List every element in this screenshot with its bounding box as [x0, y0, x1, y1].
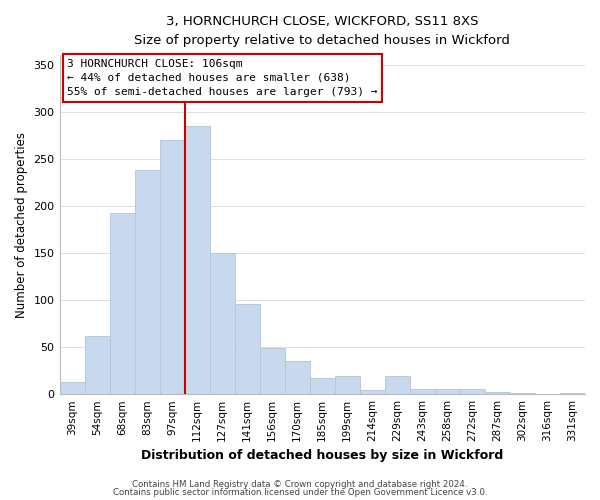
- Y-axis label: Number of detached properties: Number of detached properties: [15, 132, 28, 318]
- Text: 3 HORNCHURCH CLOSE: 106sqm
← 44% of detached houses are smaller (638)
55% of sem: 3 HORNCHURCH CLOSE: 106sqm ← 44% of deta…: [67, 58, 378, 98]
- Bar: [410, 390, 435, 394]
- Text: Contains HM Land Registry data © Crown copyright and database right 2024.: Contains HM Land Registry data © Crown c…: [132, 480, 468, 489]
- Bar: [485, 392, 510, 394]
- Bar: [110, 214, 134, 394]
- Bar: [435, 388, 460, 394]
- Bar: [59, 382, 85, 394]
- Bar: [510, 393, 535, 394]
- Bar: [134, 170, 160, 394]
- Bar: [260, 348, 285, 394]
- Bar: [160, 140, 185, 394]
- Bar: [310, 378, 335, 394]
- Title: 3, HORNCHURCH CLOSE, WICKFORD, SS11 8XS
Size of property relative to detached ho: 3, HORNCHURCH CLOSE, WICKFORD, SS11 8XS …: [134, 15, 510, 47]
- Text: Contains public sector information licensed under the Open Government Licence v3: Contains public sector information licen…: [113, 488, 487, 497]
- Bar: [560, 393, 585, 394]
- Bar: [360, 390, 385, 394]
- Bar: [209, 253, 235, 394]
- Bar: [235, 304, 260, 394]
- Bar: [85, 336, 110, 394]
- X-axis label: Distribution of detached houses by size in Wickford: Distribution of detached houses by size …: [141, 450, 503, 462]
- Bar: [185, 126, 209, 394]
- Bar: [385, 376, 410, 394]
- Bar: [460, 390, 485, 394]
- Bar: [335, 376, 360, 394]
- Bar: [285, 361, 310, 394]
